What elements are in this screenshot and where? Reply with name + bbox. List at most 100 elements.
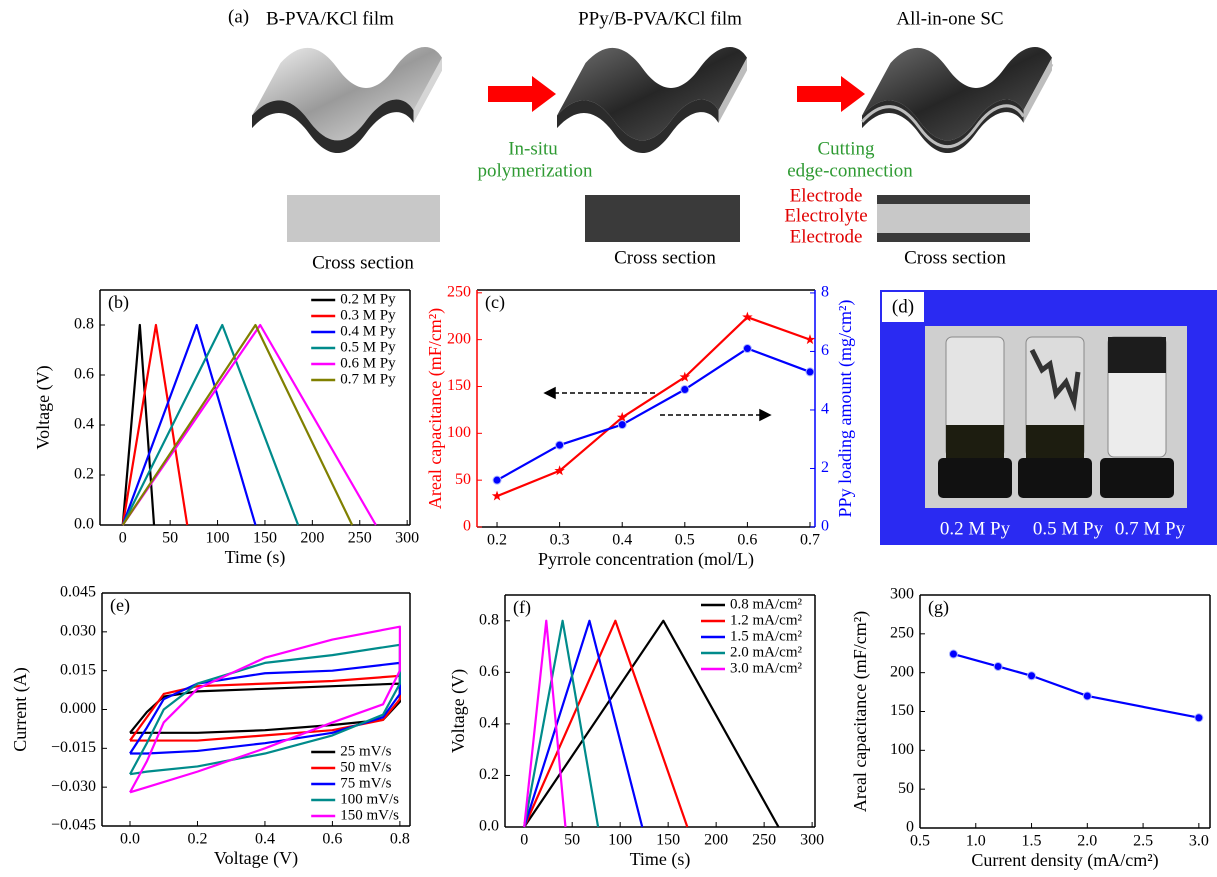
- y-tick-label: 50: [455, 471, 471, 488]
- y-tick-label: 200: [447, 330, 471, 347]
- stage-title: PPy/B-PVA/KCl film: [578, 8, 742, 29]
- x-tick-label: 0.6: [322, 831, 342, 848]
- y-tick-label: 0.6: [479, 663, 499, 680]
- y-tick-label: 100: [890, 741, 914, 758]
- legend-label: 0.2 M Py: [340, 291, 396, 307]
- film-illustration: [557, 47, 747, 153]
- legend-label: 0.7 M Py: [340, 371, 396, 387]
- x-tick-label: 0.2: [187, 831, 207, 848]
- x-tick-label: 200: [300, 530, 324, 547]
- x-tick-label: 250: [752, 832, 776, 849]
- series-line: [123, 325, 187, 525]
- data-point: [681, 385, 689, 393]
- y-tick-label: 0.4: [479, 715, 499, 732]
- y-tick-label: 100: [447, 424, 471, 441]
- step-label: edge-connection: [787, 160, 913, 181]
- x-tick-label: 0.4: [255, 831, 275, 848]
- layer-label: Electrolyte: [784, 205, 867, 226]
- legend-label: 0.6 M Py: [340, 355, 396, 371]
- legend-label: 100 mV/s: [340, 791, 399, 807]
- y-axis-title: Areal capacitance (mF/cm²): [850, 611, 871, 812]
- y-tick-label: 200: [890, 663, 914, 680]
- x-axis-title: Time (s): [225, 547, 286, 568]
- x-tick-label: 1.5: [1022, 833, 1042, 850]
- x-tick-label: 0.4: [612, 532, 632, 549]
- y-tick-label: 150: [447, 377, 471, 394]
- x-tick-label: 50: [162, 530, 178, 547]
- y-tick-label: 0.2: [479, 766, 499, 783]
- legend-label: 0.8 mA/cm²: [730, 596, 802, 612]
- legend-label: 2.0 mA/cm²: [730, 644, 802, 660]
- y-tick-label: 0.0: [74, 516, 94, 533]
- y-tick-label: 150: [890, 702, 914, 719]
- y-tick-label: 0.2: [74, 466, 94, 483]
- figure: (a) B-PVA/KCl film PPy/B-PVA/KCl film Al…: [0, 0, 1217, 877]
- x-tick-label: 0.0: [120, 831, 140, 848]
- x-tick-label: 0: [520, 832, 528, 849]
- data-point: [618, 421, 626, 429]
- y-tick-label: 300: [890, 586, 914, 603]
- x-axis-title: Time (s): [630, 849, 691, 870]
- data-point: [1083, 692, 1091, 700]
- vial-caption: 0.5 M Py: [1033, 518, 1104, 539]
- x-tick-label: 250: [348, 530, 372, 547]
- x-tick-label: 200: [704, 832, 728, 849]
- y-tick-label: 0.0: [479, 818, 499, 835]
- y-tick-label: −0.015: [51, 739, 96, 756]
- x-tick-label: 50: [564, 832, 580, 849]
- y-tick-label: 0.4: [74, 416, 94, 433]
- panel-label: (e): [110, 595, 130, 616]
- y-tick-label: 0.8: [74, 316, 94, 333]
- y2-tick-label: 0: [821, 518, 829, 535]
- process-arrow: [488, 76, 556, 112]
- vial-caption: 0.7 M Py: [1115, 518, 1186, 539]
- x-tick-label: 0.6: [737, 532, 757, 549]
- panel-d: (d) 0.2 M Py 0.5 M Py 0.7 M Py: [880, 290, 1217, 545]
- y-tick-label: 0.6: [74, 366, 94, 383]
- step-label: Cutting: [817, 138, 875, 159]
- legend-label: 0.4 M Py: [340, 323, 396, 339]
- x-tick-label: 300: [395, 530, 419, 547]
- legend-label: 1.5 mA/cm²: [730, 628, 802, 644]
- series-line: [123, 325, 298, 525]
- y2-tick-label: 8: [821, 284, 829, 301]
- data-point: [556, 441, 564, 449]
- cross-section-label: Cross section: [312, 252, 414, 273]
- x-tick-label: 100: [206, 530, 230, 547]
- x-tick-label: 100: [608, 832, 632, 849]
- film-illustration: [252, 47, 442, 153]
- y2-tick-label: 2: [821, 459, 829, 476]
- legend-label: 25 mV/s: [340, 743, 391, 759]
- x-tick-label: 0.7: [800, 532, 820, 549]
- step-label: polymerization: [477, 160, 593, 181]
- y-tick-label: 50: [898, 780, 914, 797]
- y-tick-label: 250: [447, 283, 471, 300]
- x-tick-label: 0.8: [390, 831, 410, 848]
- panel-label: (g): [928, 597, 949, 618]
- panel-label: (a): [228, 6, 249, 27]
- legend-label: 0.5 M Py: [340, 339, 396, 355]
- y-tick-label: −0.045: [51, 817, 96, 834]
- x-tick-label: 1.0: [966, 833, 986, 850]
- x-axis-title: Voltage (V): [214, 848, 298, 869]
- data-point: [994, 662, 1002, 670]
- x-axis-title: Current density (mA/cm²): [971, 850, 1158, 871]
- y2-tick-label: 6: [821, 342, 829, 359]
- panel-label: (b): [108, 292, 129, 313]
- data-point: [1195, 714, 1203, 722]
- legend-label: 150 mV/s: [340, 807, 399, 823]
- y-tick-label: 0.015: [60, 661, 96, 678]
- layer-label: Electrode: [790, 226, 863, 247]
- stage-title: B-PVA/KCl film: [266, 8, 394, 29]
- layer-label: Electrode: [790, 185, 863, 206]
- data-point: [806, 368, 814, 376]
- y-tick-label: 0: [463, 518, 471, 535]
- y-axis-title: Areal capacitance (mF/cm²): [425, 308, 446, 509]
- x-tick-label: 0.2: [487, 532, 507, 549]
- vials: [938, 337, 1174, 498]
- legend-label: 0.3 M Py: [340, 307, 396, 323]
- y-tick-label: 0: [906, 819, 914, 836]
- step-label: In-situ: [508, 138, 558, 159]
- y-axis-title: Voltage (V): [448, 669, 469, 753]
- cross-section-label: Cross section: [904, 247, 1006, 268]
